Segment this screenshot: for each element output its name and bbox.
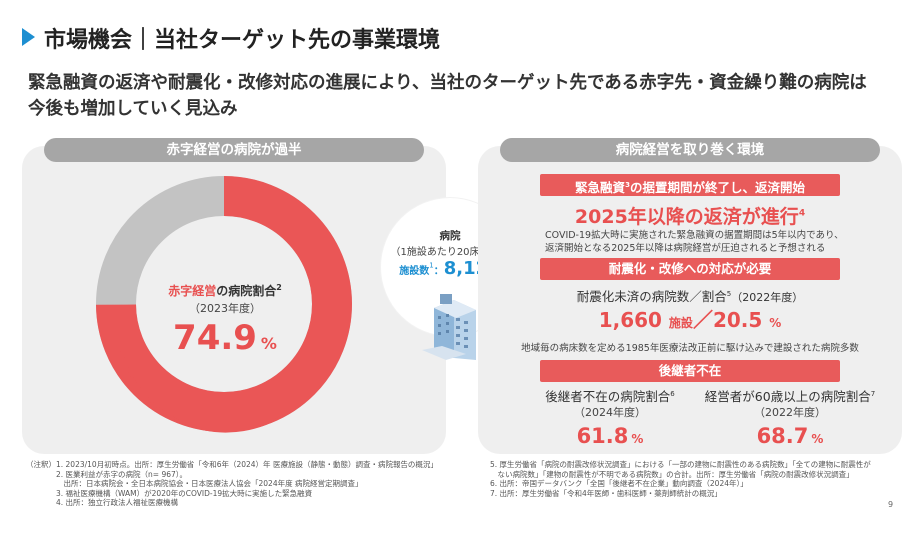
right-panel-tab: 病院経営を取り巻く環境 bbox=[500, 138, 880, 162]
repayment-headline: 2025年以降の返済が進行4 bbox=[574, 206, 806, 228]
footnote-row: 出所：日本病院会・全日本病院協会・日本医療法人協会「2024年度 病院経営定期調… bbox=[56, 479, 363, 488]
seismic-bar: 耐震化・改修への対応が必要 bbox=[540, 258, 840, 280]
no-successor-value: 61.8% bbox=[576, 424, 644, 448]
repayment-note-line-2: 返済開始となる2025年以降は病院経営が圧迫されると予想される bbox=[545, 243, 826, 254]
right-panel bbox=[478, 146, 902, 454]
footnote-row: 7. 出所：厚生労働省「令和4年医師・歯科医師・薬剤師統計の概況」 bbox=[490, 488, 722, 498]
footnote-row: ない病院数」「建物の耐震性が不明である病院数」の合計。出所：厚生労働省「病院の耐… bbox=[490, 469, 854, 479]
footnote-row: 3. 福祉医療機構（WAM）が2020年のCOVID-19拡大時に実施した緊急融… bbox=[56, 488, 313, 498]
title-marker-icon bbox=[22, 28, 35, 46]
donut-slice-deficit bbox=[96, 176, 352, 432]
seismic-value: 1,660 施設／20.5 % bbox=[598, 308, 782, 332]
no-successor-label: 後継者不在の病院割合6 bbox=[545, 389, 675, 404]
footnote-row: 2. 医業利益が赤字の病院（n= 967）。 bbox=[56, 469, 188, 479]
repayment-note: COVID-19拡大時に実施された緊急融資の据置期間は5年以内であり、 返済開始… bbox=[545, 229, 875, 255]
footnotes-right: 5. 厚生労働省「病院の耐震改修状況調査」における「一部の建物に耐震性のある病院… bbox=[490, 460, 890, 498]
arrow-head-icon bbox=[110, 318, 126, 336]
no-successor-year: （2024年度） bbox=[574, 406, 646, 419]
hospital-subtitle: （1施設あたり20床以上） bbox=[390, 247, 510, 258]
senior-manager-year: （2022年度） bbox=[754, 406, 826, 419]
senior-manager-label: 経営者が60歳以上の病院割合7 bbox=[704, 389, 876, 404]
deficit-donut-chart bbox=[96, 176, 352, 433]
footnote-row: 5. 厚生労働省「病院の耐震改修状況調査」における「一部の建物に耐震性のある病院… bbox=[490, 460, 871, 469]
page-number: 9 bbox=[888, 500, 894, 509]
repayment-note-line-1: COVID-19拡大時に実施された緊急融資の据置期間は5年以内であり、 bbox=[545, 230, 844, 241]
page-title: 市場機会｜当社ターゲット先の事業環境 bbox=[44, 28, 441, 53]
footnote-row: 6. 出所：帝国データバンク「全国「後継者不在企業」動向調査（2024年）」 bbox=[490, 479, 748, 488]
left-panel-tab: 赤字経営の病院が過半 bbox=[44, 138, 424, 162]
loan-repayment-bar: 緊急融資3の据置期間が終了し、返済開始 bbox=[540, 174, 840, 196]
senior-manager-value: 68.7% bbox=[756, 424, 824, 448]
hospital-title: 病院 bbox=[439, 230, 461, 242]
headline-line-2: 今後も増加していく見込み bbox=[28, 99, 238, 119]
seismic-label: 耐震化未済の病院数／割合5（2022年度） bbox=[576, 289, 804, 304]
footnote-row: （注釈） 1. 2023/10月初時点。出所：厚生労働省「令和6年（2024）年 … bbox=[26, 460, 438, 469]
headline: 緊急融資の返済や耐震化・改修対応の進展により、当社のターゲット先である赤字先・資… bbox=[28, 70, 898, 122]
arrow-arc bbox=[117, 325, 299, 433]
headline-line-1: 緊急融資の返済や耐震化・改修対応の進展により、当社のターゲット先である赤字先・資… bbox=[28, 73, 867, 93]
footnotes-left: （注釈） 1. 2023/10月初時点。出所：厚生労働省「令和6年（2024）年 … bbox=[26, 460, 466, 508]
deficit-ratio-value: 74.9% bbox=[173, 318, 277, 358]
successor-bar: 後継者不在 bbox=[540, 360, 840, 382]
deficit-ratio-label: 赤字経営の病院割合2 bbox=[168, 283, 282, 298]
hospital-building-icon bbox=[422, 294, 476, 360]
deficit-ratio-year: （2023年度） bbox=[189, 302, 261, 315]
seismic-note: 地域毎の病床数を定める1985年医療法改正前に駆け込みで建設された病院多数 bbox=[521, 343, 859, 354]
footnote-row: 4. 出所：独立行政法人福祉医療機構 bbox=[56, 498, 179, 507]
